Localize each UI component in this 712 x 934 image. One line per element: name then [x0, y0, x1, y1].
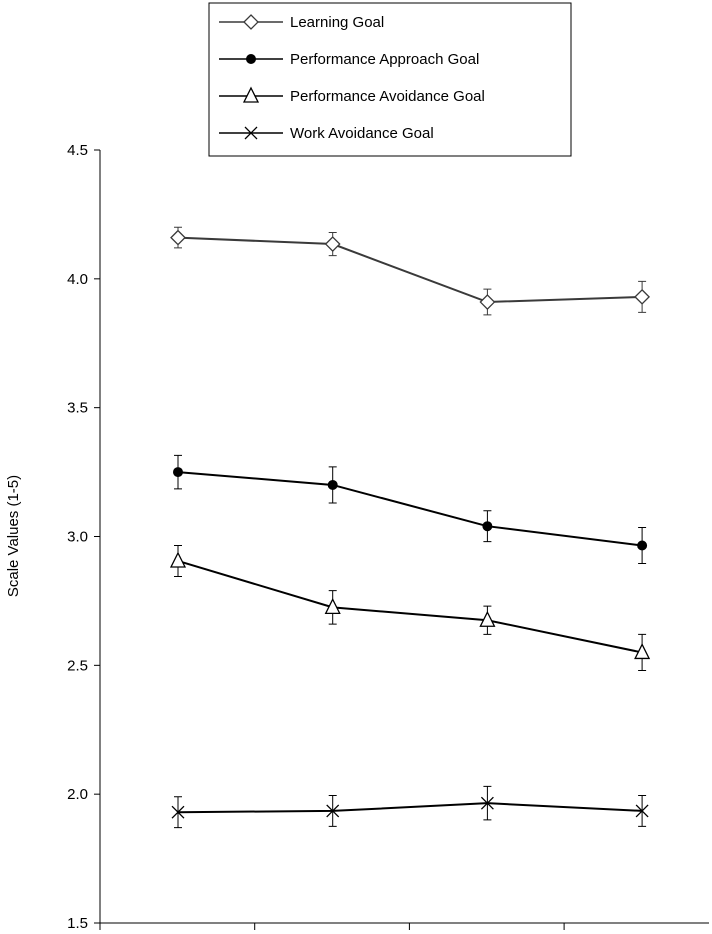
- data-point-marker: [482, 521, 493, 532]
- series-layer: [169, 226, 651, 829]
- series-line-performance-avoidance-goal: [177, 560, 643, 654]
- data-point-marker: [634, 288, 651, 305]
- x-axis-ticks: T1 T2 T3 T4: [99, 923, 651, 934]
- legend-label: Learning Goal: [290, 14, 384, 31]
- data-point-marker: [634, 642, 651, 660]
- x-tick-label: T2: [324, 931, 342, 934]
- legend-label: Work Avoidance Goal: [290, 125, 434, 142]
- legend-marker: [243, 14, 259, 30]
- data-point-marker: [479, 294, 496, 310]
- data-point-marker: [324, 597, 341, 615]
- data-point-marker: [326, 804, 340, 818]
- series-learning-goal: [170, 226, 651, 316]
- data-point-marker: [173, 467, 183, 478]
- series-performance-avoidance-goal: [169, 545, 651, 671]
- data-point-marker: [635, 804, 649, 818]
- data-point-marker: [327, 479, 338, 490]
- data-point-marker: [479, 610, 496, 627]
- legend-marker: [242, 86, 260, 103]
- data-point-marker: [480, 796, 494, 810]
- series-line-work-avoidance-goal: [177, 802, 643, 814]
- data-point-marker: [637, 540, 648, 551]
- y-tick-label: 2.5: [67, 657, 88, 674]
- y-tick-label: 4.5: [67, 142, 88, 159]
- x-tick-label: T1: [169, 931, 187, 934]
- data-point-marker: [171, 805, 185, 819]
- y-tick-label: 3.0: [67, 529, 88, 546]
- data-point-marker: [324, 236, 341, 252]
- legend-label: Performance Approach Goal: [290, 51, 479, 68]
- y-axis-title: Scale Values (1-5): [5, 475, 22, 597]
- legend: Learning Goal Performance Approach Goal Pe…: [208, 2, 572, 157]
- y-tick-label: 3.5: [67, 400, 88, 417]
- data-point-marker: [170, 229, 186, 246]
- legend-marker: [246, 54, 256, 64]
- series-line-learning-goal: [177, 236, 643, 304]
- series-line-performance-approach-goal: [177, 471, 643, 547]
- legend-marker: [244, 126, 258, 140]
- y-tick-label: 4.0: [67, 271, 88, 288]
- y-tick-label: 1.5: [67, 915, 88, 932]
- y-tick-label: 2.0: [67, 786, 88, 803]
- x-tick-label: T4: [633, 931, 651, 934]
- legend-label: Performance Avoidance Goal: [290, 88, 485, 105]
- x-tick-label: T3: [479, 931, 497, 934]
- series-performance-approach-goal: [173, 454, 648, 565]
- data-point-marker: [169, 551, 187, 568]
- y-axis-ticks: 1.5 2.0 2.5 3.0 3.5 4.0 4.5: [67, 142, 100, 932]
- legend-box: [208, 2, 572, 157]
- series-work-avoidance-goal: [171, 785, 649, 829]
